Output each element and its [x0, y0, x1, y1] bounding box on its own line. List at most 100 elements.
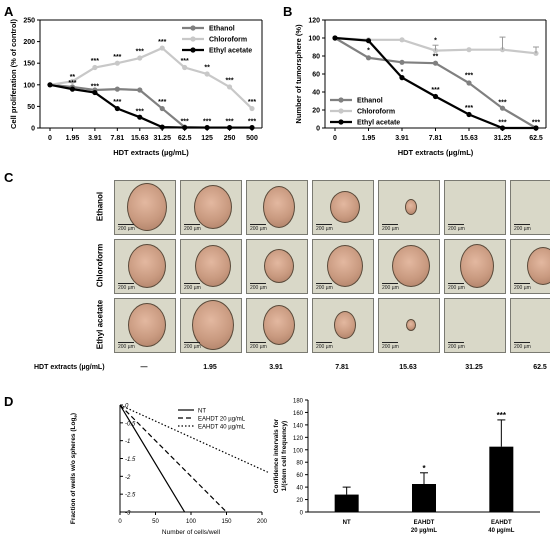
data-point [365, 55, 372, 61]
y-axis-label-close: ) [70, 413, 77, 415]
data-point [114, 60, 120, 66]
micrograph-cell: 200 µm [246, 180, 308, 235]
significance-label: *** [113, 99, 121, 106]
micrograph-cell: 200 µm [180, 180, 242, 235]
panel-b-chart: 0 20 40 60 80 100 120 0 1.95 3.91 7.81 15.63 31.25 62… [294, 18, 547, 157]
sphere [263, 186, 295, 228]
micrograph-cell: 200 µm [510, 239, 550, 294]
scale-bar-label: 200 µm [316, 342, 333, 350]
x-tick-label: 31.25 [494, 135, 512, 142]
y-tick-label: 250 [23, 18, 35, 25]
y-tick-label: 200 [23, 39, 35, 46]
y-tick-label: 100 [308, 36, 320, 43]
scale-bar-label: 200 µm [316, 283, 333, 291]
significance-label: *** [225, 119, 233, 126]
sphere [327, 245, 363, 287]
y-tick-label: 50 [27, 104, 35, 111]
y-tick-label: -2.5 [125, 493, 136, 499]
micrograph-cell: 200 µm [444, 298, 506, 353]
x-tick-label: 1.95 [66, 135, 80, 142]
significance-label: *** [203, 119, 211, 126]
data-point [47, 82, 53, 88]
micrograph-cell: 200 µm [510, 180, 550, 235]
panel-label-c: C [4, 170, 14, 185]
significance-label: *** [91, 83, 99, 90]
x-tick-label: 125 [201, 135, 213, 142]
data-point [332, 35, 338, 41]
scale-bar-label: 200 µm [448, 283, 465, 291]
micrograph-column-label: 62.5 [533, 364, 547, 371]
significance-label: * [401, 69, 404, 76]
significance-label: *** [248, 119, 256, 126]
data-point [159, 124, 165, 130]
micrograph-cell: 200 µm [246, 239, 308, 294]
legend-marker [338, 97, 344, 103]
row-label: Ethyl acetate [95, 299, 105, 350]
row-label: Chloroform [95, 243, 105, 288]
scale-bar-label: 200 µm [514, 224, 531, 232]
category-label-line2: 20 µg/mL [411, 528, 437, 534]
significance-label: *** [91, 58, 99, 65]
legend-label: Ethanol [357, 98, 383, 105]
sphere [128, 244, 166, 288]
significance-label: *** [136, 108, 144, 115]
significance-label: *** [498, 100, 506, 107]
x-axis-label: Number of cells/well [162, 529, 221, 536]
micrograph-cell: 200 µm [444, 180, 506, 235]
sphere [405, 199, 417, 215]
category-label-line1: EAHDT [491, 520, 512, 526]
scale-bar-label: 200 µm [184, 283, 201, 291]
panel-label-a: A [4, 4, 14, 19]
x-tick-label: 1.95 [362, 135, 376, 142]
micrograph-cell: 200 µm [312, 239, 374, 294]
micrograph-column-label: 3.91 [269, 364, 283, 371]
scale-bar-label: 200 µm [250, 342, 267, 350]
x-tick-label: 3.91 [88, 135, 102, 142]
micrograph-cell: 200 µm [378, 298, 440, 353]
sphere [192, 300, 234, 350]
y-tick-label: 60 [312, 72, 320, 79]
data-point [499, 125, 506, 131]
micrograph-column-label: 1.95 [203, 364, 217, 371]
data-point [499, 105, 506, 111]
data-point [249, 105, 255, 112]
sphere [128, 303, 166, 347]
panel-a-chart: 0 50 100 150 200 250 0 1.95 3.91 7.81 15.63 31.25 62… [9, 18, 263, 157]
data-point [114, 86, 120, 92]
x-tick-label: 200 [257, 519, 268, 525]
significance-label: *** [465, 73, 473, 80]
significance-label: ** [433, 54, 439, 61]
data-point [69, 86, 76, 92]
series-line-eahdt-40-g-ml [119, 404, 270, 474]
y-tick-label: 0 [300, 511, 304, 517]
significance-label: *** [225, 78, 233, 85]
data-point [432, 60, 439, 66]
y-tick-label: 80 [312, 54, 320, 61]
micrograph-cell: 200 µm [246, 298, 308, 353]
data-point [249, 124, 255, 131]
series-line-nt [119, 404, 186, 513]
legend-label: NT [198, 409, 206, 415]
legend-label: Ethanol [209, 26, 235, 33]
scale-bar-label: 200 µm [118, 342, 135, 350]
significance-label: *** [136, 49, 144, 56]
y-tick-label: 100 [293, 448, 304, 454]
bar [412, 484, 436, 512]
y-tick-label: -0.5 [125, 421, 136, 427]
micrograph-cell: 200 µm [114, 239, 176, 294]
significance-label: *** [248, 99, 256, 106]
data-point [137, 55, 143, 61]
scale-bar-label: 200 µm [250, 224, 267, 232]
sphere [194, 185, 232, 229]
legend-label: Chloroform [209, 37, 247, 44]
y-axis-label: Cell proliferation (% of control) [9, 18, 18, 129]
y-axis-label: Number of tumorsphere (%) [294, 24, 303, 124]
scale-bar-label: 200 µm [250, 283, 267, 291]
data-point [533, 50, 539, 56]
scale-bar-label: 200 µm [514, 342, 531, 350]
micrograph-cell: 200 µm [114, 298, 176, 353]
data-point [92, 89, 98, 96]
y-tick-label: 60 [296, 473, 303, 479]
data-point [137, 114, 143, 120]
